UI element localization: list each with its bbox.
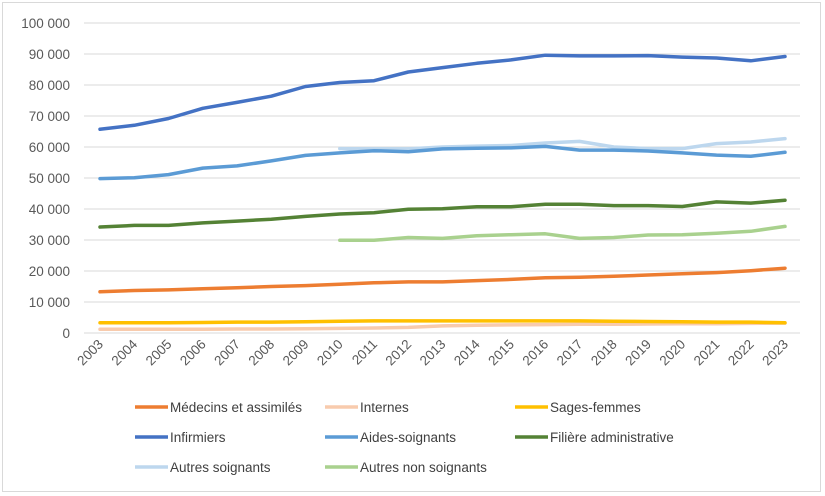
y-tick-label: 70 000 xyxy=(29,109,70,124)
x-tick-label: 2016 xyxy=(520,337,552,369)
legend: Médecins et assimilés Internes Sages-femme… xyxy=(135,400,674,475)
x-tick-label: 2007 xyxy=(211,337,243,369)
x-tick-label: 2017 xyxy=(554,337,586,369)
y-tick-label: 80 000 xyxy=(29,78,70,93)
y-tick-label: 10 000 xyxy=(29,295,70,310)
legend-label: Sages-femmes xyxy=(550,400,641,415)
series-line-autres-non-soignants xyxy=(338,224,787,243)
y-tick-label: 20 000 xyxy=(29,264,70,279)
gridlines xyxy=(84,22,800,334)
series-line-filiere-administrative xyxy=(98,198,787,229)
legend-label: Autres soignants xyxy=(170,460,271,475)
y-axis: 0 10 000 20 000 30 000 40 000 50 000 60 000 70 … xyxy=(21,16,70,341)
legend-item-internes: Internes xyxy=(325,400,409,415)
x-tick-label: 2006 xyxy=(177,337,209,369)
x-tick-label: 2019 xyxy=(622,337,654,369)
legend-label: Aides-soignants xyxy=(360,430,456,445)
legend-label: Internes xyxy=(360,400,409,415)
x-tick-label: 2004 xyxy=(109,336,141,368)
x-tick-label: 2022 xyxy=(725,337,757,369)
x-tick-label: 2013 xyxy=(417,337,449,369)
series-line-internes xyxy=(98,321,787,332)
y-tick-label: 90 000 xyxy=(29,47,70,62)
legend-label: Autres non soignants xyxy=(360,460,487,475)
x-tick-label: 2015 xyxy=(485,337,517,369)
legend-item-aides-soignants: Aides-soignants xyxy=(325,430,456,445)
legend-label: Filière administrative xyxy=(550,430,674,445)
legend-item-autres-soignants: Autres soignants xyxy=(135,460,271,475)
legend-item-autres-non-soignants: Autres non soignants xyxy=(325,460,487,475)
x-tick-label: 2020 xyxy=(657,337,689,369)
series-line-aides-soignants xyxy=(98,144,787,181)
legend-label: Infirmiers xyxy=(170,430,226,445)
legend-item-sages-femmes: Sages-femmes xyxy=(515,400,641,415)
series-lines xyxy=(98,53,787,332)
y-tick-label: 60 000 xyxy=(29,140,70,155)
x-tick-label: 2014 xyxy=(451,336,483,368)
x-tick-label: 2023 xyxy=(759,337,791,369)
series-line-autres-soignants xyxy=(338,136,787,151)
x-tick-label: 2008 xyxy=(246,337,278,369)
x-tick-label: 2021 xyxy=(691,337,723,369)
x-tick-label: 2009 xyxy=(280,337,312,369)
y-tick-label: 100 000 xyxy=(21,16,70,31)
x-tick-label: 2010 xyxy=(314,337,346,369)
legend-label: Médecins et assimilés xyxy=(170,400,302,415)
series-line-infirmiers xyxy=(98,53,787,132)
x-tick-label: 2011 xyxy=(349,337,380,368)
x-tick-label: 2003 xyxy=(74,337,106,369)
y-tick-label: 0 xyxy=(62,326,70,341)
legend-item-filiere-administrative: Filière administrative xyxy=(515,430,674,445)
series-line-sages-femmes xyxy=(98,319,787,325)
y-tick-label: 50 000 xyxy=(29,171,70,186)
y-tick-label: 40 000 xyxy=(29,202,70,217)
x-tick-label: 2012 xyxy=(383,337,415,369)
x-tick-label: 2005 xyxy=(143,337,175,369)
series-line-medecins-et-assimiles xyxy=(98,266,787,294)
legend-item-infirmiers: Infirmiers xyxy=(135,430,226,445)
legend-item-medecins-et-assimiles: Médecins et assimilés xyxy=(135,400,302,415)
x-tick-label: 2018 xyxy=(588,337,620,369)
x-axis: 2003 2004 2005 2006 2007 2008 2009 2010 2011 2012… xyxy=(74,336,791,368)
y-tick-label: 30 000 xyxy=(29,233,70,248)
